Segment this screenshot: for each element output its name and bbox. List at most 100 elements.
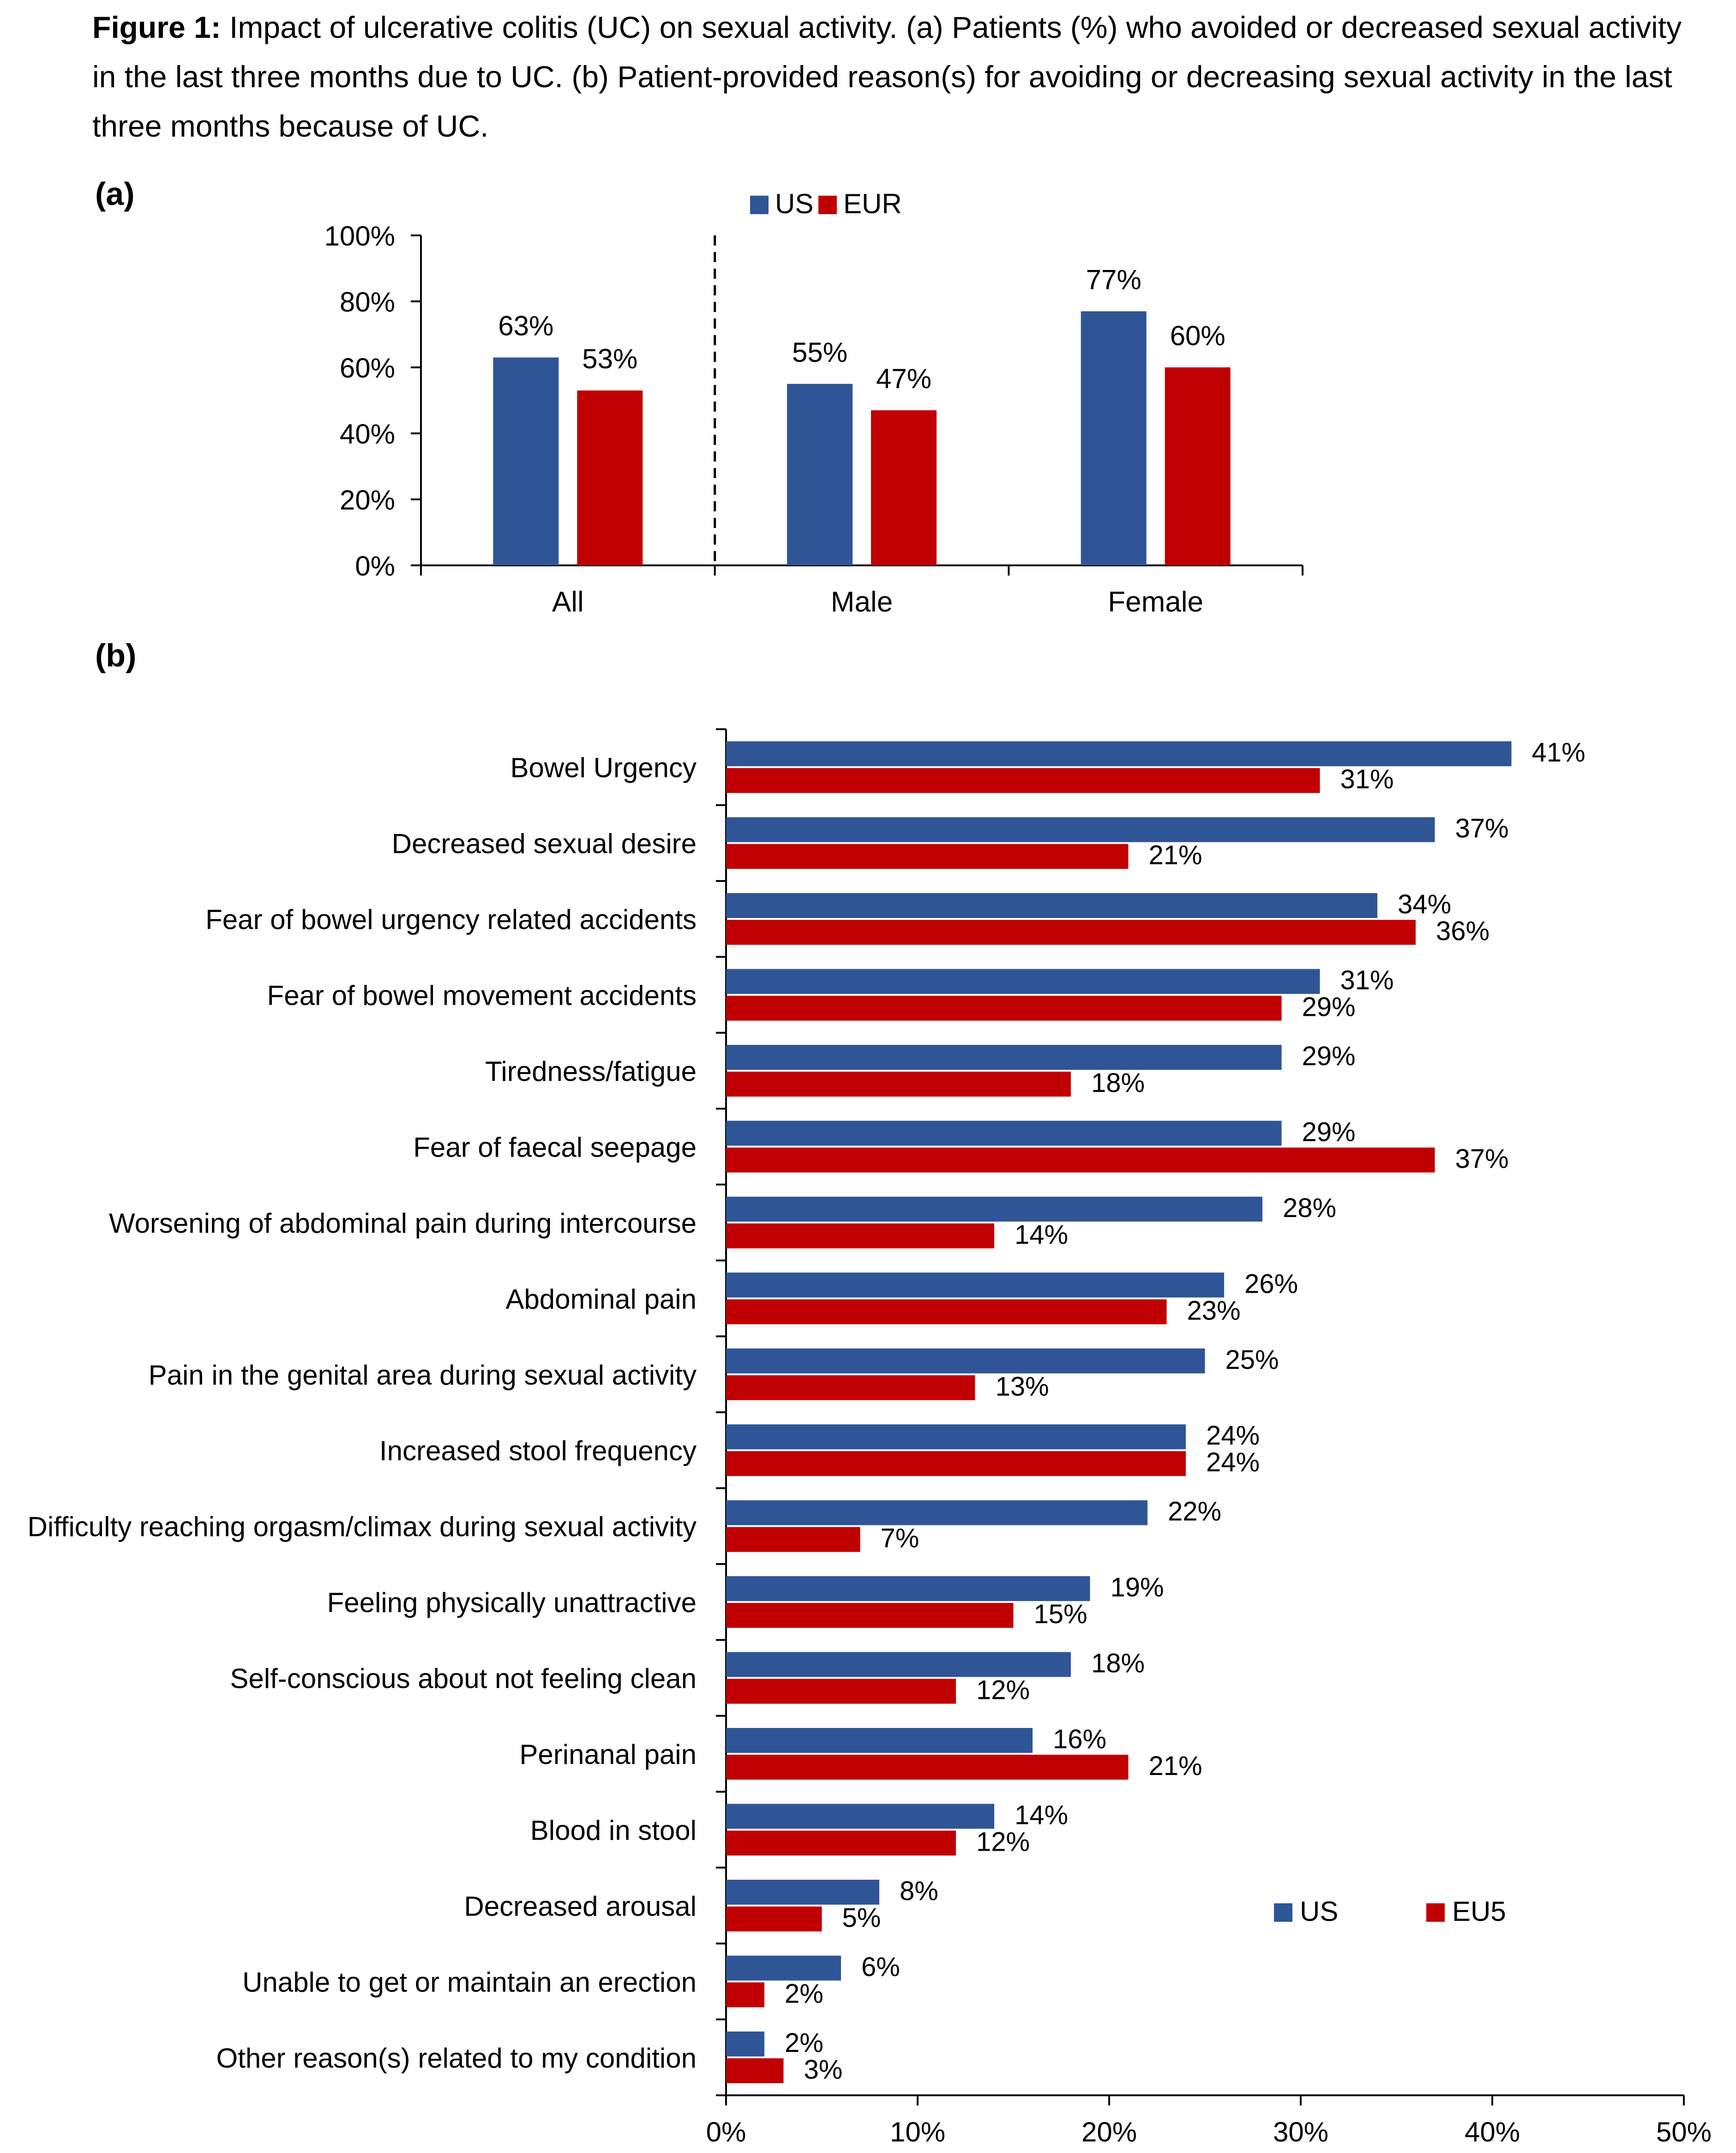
bar-label-us: 2%	[785, 2028, 823, 2058]
bar-label-us: 24%	[1206, 1421, 1260, 1451]
bar-label-eu5: 37%	[1455, 1144, 1509, 1174]
x-category-label: Female	[1108, 586, 1203, 618]
bar-eur-female	[1165, 367, 1231, 565]
bar-label-eu5: 15%	[1034, 1599, 1087, 1629]
category-label: Other reason(s) related to my condition	[216, 2043, 697, 2074]
category-label: Increased stool frequency	[379, 1435, 697, 1466]
x-tick-label: 0%	[706, 2117, 746, 2147]
bar-label-us: 31%	[1340, 966, 1394, 996]
bar-us	[726, 2031, 764, 2057]
legend-swatch-eu5	[1426, 1903, 1445, 1922]
bar-label-us: 37%	[1455, 814, 1509, 844]
bar-label-eu5: 29%	[1302, 992, 1356, 1022]
category-label: Tiredness/fatigue	[485, 1056, 697, 1087]
bar-us	[726, 1121, 1282, 1146]
x-tick-label: 40%	[1465, 2117, 1520, 2147]
category-label: Worsening of abdominal pain during inter…	[109, 1208, 697, 1239]
bar-eu5	[726, 1147, 1435, 1173]
y-tick-label: 0%	[355, 551, 395, 582]
bar-eu5	[726, 1375, 975, 1400]
bar-label-eur-male: 47%	[876, 363, 931, 394]
bar-label-us: 29%	[1302, 1117, 1356, 1147]
bar-label-eu5: 12%	[976, 1827, 1030, 1857]
bar-eu5	[726, 844, 1129, 869]
category-label: Feeling physically unattractive	[327, 1587, 697, 1618]
bar-eu5	[726, 1906, 822, 1931]
bar-label-us: 26%	[1244, 1269, 1298, 1299]
bar-eu5	[726, 1603, 1014, 1628]
category-label: Bowel Urgency	[510, 752, 697, 783]
bar-label-us: 28%	[1283, 1193, 1336, 1223]
y-tick-label: 40%	[340, 419, 395, 450]
bar-us	[726, 1424, 1186, 1450]
legend-label-eu5: EU5	[1452, 1896, 1506, 1927]
bar-label-us-female: 77%	[1086, 264, 1141, 295]
category-label: Difficulty reaching orgasm/climax during…	[28, 1511, 697, 1542]
bar-eu5	[726, 1072, 1071, 1097]
bar-eu5	[726, 1755, 1129, 1780]
chart-a: US EUR 0% 20% 40% 60% 80% 100% 63% 53% All 55% 47% Ma…	[324, 188, 1304, 618]
bar-label-eu5: 7%	[881, 1523, 919, 1553]
bar-eu5	[726, 1223, 994, 1248]
legend-swatch-us	[1274, 1903, 1292, 1922]
bar-label-us: 29%	[1302, 1041, 1356, 1071]
bar-eu5	[726, 1527, 860, 1552]
bar-label-eur-female: 60%	[1170, 320, 1225, 351]
bar-label-us-all: 63%	[498, 311, 553, 342]
bar-label-us: 22%	[1168, 1497, 1221, 1527]
bar-eu5	[726, 1679, 956, 1704]
bar-us	[726, 1272, 1224, 1298]
bar-label-us: 41%	[1532, 738, 1586, 768]
bar-label-eu5: 21%	[1149, 1751, 1202, 1781]
category-label: Fear of bowel movement accidents	[267, 980, 697, 1011]
x-tick-label: 20%	[1081, 2117, 1137, 2147]
x-tick-label: 50%	[1656, 2117, 1712, 2147]
category-label: Fear of faecal seepage	[413, 1132, 697, 1163]
x-category-label: Male	[831, 586, 893, 618]
caption-prefix: Figure 1:	[92, 10, 221, 44]
bar-us	[726, 1955, 841, 1981]
bar-us	[726, 1500, 1147, 1525]
bar-label-us: 14%	[1015, 1800, 1068, 1830]
category-label: Self-conscious about not feeling clean	[230, 1663, 697, 1694]
bar-label-eu5: 13%	[996, 1372, 1049, 1402]
category-label: Abdominal pain	[505, 1283, 697, 1314]
bar-us	[726, 1045, 1282, 1070]
bar-label-eu5: 12%	[976, 1675, 1030, 1705]
y-tick-label: 20%	[340, 485, 395, 516]
figure-caption: Figure 1: Impact of ulcerative colitis (…	[92, 3, 1685, 151]
bar-us	[726, 893, 1377, 918]
legend-label-us: US	[775, 188, 813, 219]
bar-label-us: 18%	[1091, 1649, 1145, 1679]
category-label: Decreased sexual desire	[392, 828, 697, 859]
bar-label-eur-all: 53%	[582, 343, 637, 374]
x-tick-label: 10%	[890, 2117, 945, 2147]
bar-us	[726, 741, 1512, 767]
bar-eu5	[726, 920, 1416, 945]
bar-label-us: 34%	[1398, 889, 1451, 919]
bar-us	[726, 969, 1320, 994]
bar-us	[726, 1728, 1033, 1753]
panel-a-label: (a)	[95, 176, 135, 212]
bar-label-us: 25%	[1225, 1345, 1279, 1375]
bar-label-eu5: 3%	[804, 2055, 843, 2085]
bar-label-eu5: 36%	[1436, 916, 1490, 946]
legend-swatch-eur	[818, 196, 837, 214]
bar-label-us: 6%	[861, 1952, 900, 1982]
bar-us	[726, 817, 1435, 842]
bar-label-us: 16%	[1053, 1724, 1106, 1754]
legend-swatch-us	[750, 196, 769, 214]
bar-label-eu5: 21%	[1149, 840, 1202, 870]
bar-eu5	[726, 1830, 956, 1856]
x-tick-label: 30%	[1273, 2117, 1328, 2147]
bar-label-eu5: 5%	[842, 1903, 881, 1933]
y-tick-label: 100%	[324, 221, 395, 252]
x-category-label: All	[552, 586, 584, 618]
bar-label-eu5: 18%	[1091, 1068, 1145, 1098]
bar-label-us-male: 55%	[792, 337, 847, 368]
legend-label-us: US	[1300, 1896, 1338, 1927]
panel-b-label: (b)	[95, 637, 137, 673]
category-label: Perinanal pain	[519, 1739, 697, 1770]
legend-label-eur: EUR	[843, 188, 902, 219]
